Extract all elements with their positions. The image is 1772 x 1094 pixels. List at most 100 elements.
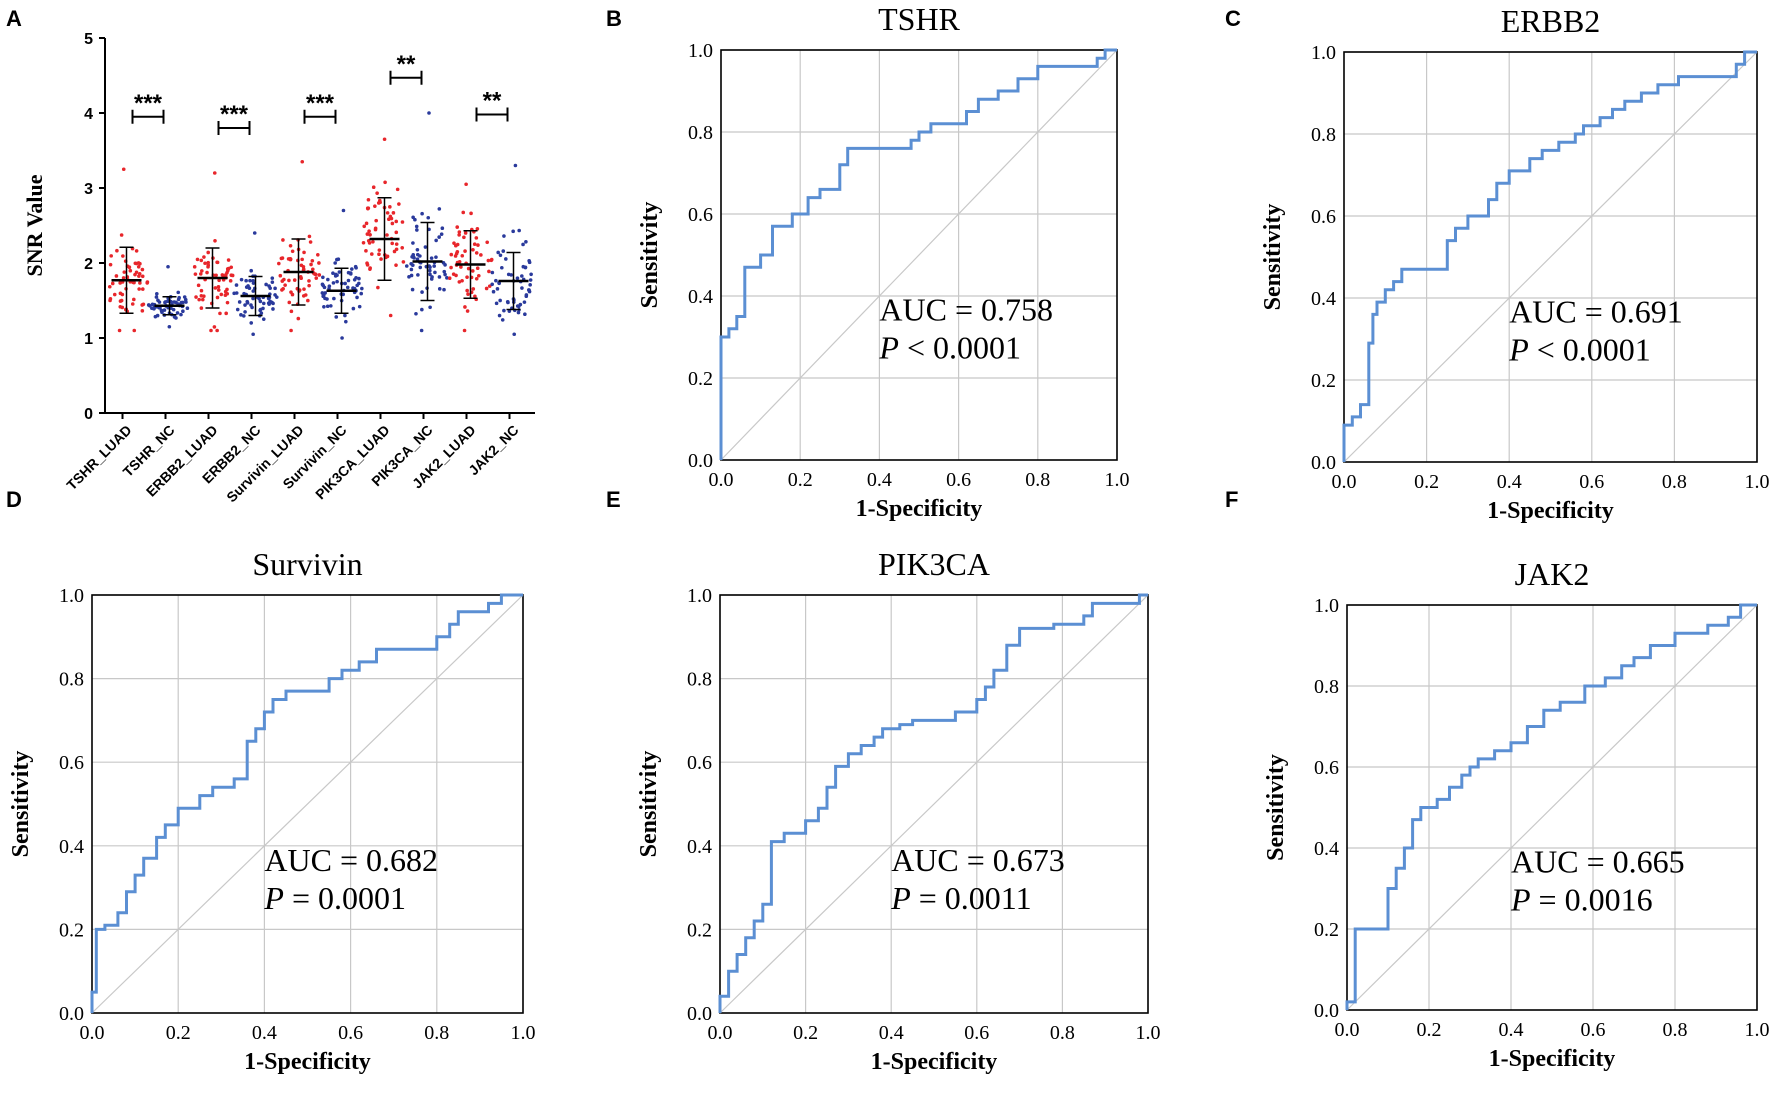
data-point	[490, 282, 494, 287]
data-point	[441, 261, 446, 265]
y-tick-label: 1.0	[59, 585, 84, 607]
data-point	[288, 257, 293, 261]
data-point	[457, 230, 462, 234]
data-point	[267, 302, 271, 306]
reference-diagonal	[719, 594, 1149, 1014]
reference-diagonal	[91, 594, 524, 1014]
data-point	[521, 264, 526, 269]
data-point	[368, 266, 372, 270]
data-point	[332, 296, 336, 301]
y-tick-label: 1.0	[687, 585, 712, 607]
data-point	[523, 312, 527, 317]
data-point	[475, 227, 480, 231]
data-point	[261, 306, 265, 311]
x-tick-label: 0.6	[1579, 471, 1604, 493]
data-point	[281, 238, 285, 242]
data-point	[138, 281, 142, 285]
reference-diagonal	[1343, 51, 1758, 463]
data-point	[437, 275, 442, 279]
data-point	[428, 305, 432, 310]
data-point	[474, 276, 479, 281]
data-point	[205, 270, 209, 275]
data-point	[476, 243, 480, 247]
data-point	[386, 217, 391, 222]
y-tick-label: 0.2	[1314, 919, 1339, 941]
data-point	[159, 308, 164, 313]
data-point	[388, 214, 393, 219]
data-point	[249, 268, 254, 273]
data-point	[239, 313, 243, 317]
auc-annotation: AUC = 0.673	[891, 842, 1065, 878]
y-tick-label: 0.6	[59, 752, 84, 774]
data-point	[428, 272, 432, 277]
x-tick-label: 0.8	[1050, 1022, 1075, 1044]
data-point	[252, 231, 257, 235]
data-point	[524, 294, 529, 299]
data-point	[130, 302, 135, 306]
y-tick-label: 0.0	[59, 1003, 84, 1025]
p-symbol: P	[1508, 332, 1529, 368]
data-point	[369, 252, 374, 256]
data-point	[289, 328, 293, 333]
plot-frame	[1346, 604, 1758, 1011]
data-point	[225, 270, 229, 275]
data-point	[411, 263, 415, 268]
panel-letter-D: D	[6, 487, 22, 512]
data-point	[362, 224, 367, 229]
plot-frame	[1343, 51, 1758, 463]
data-point	[474, 251, 479, 255]
data-point	[469, 211, 473, 216]
data-point	[316, 252, 320, 257]
data-point	[375, 191, 379, 195]
data-point	[278, 273, 283, 278]
x-tick-label: 0.0	[709, 469, 734, 491]
data-point	[283, 283, 287, 287]
data-point	[341, 208, 346, 213]
data-point	[466, 266, 471, 271]
y-tick-label: 4	[84, 106, 93, 123]
data-point	[415, 228, 419, 232]
data-point	[337, 270, 342, 274]
data-point	[213, 238, 217, 243]
data-point	[296, 316, 301, 321]
data-point	[409, 267, 414, 272]
data-point	[449, 265, 453, 270]
data-point	[322, 304, 326, 309]
data-point	[414, 311, 418, 316]
p-value-annotation: P < 0.0001	[878, 330, 1021, 366]
data-point	[340, 336, 344, 340]
data-point	[213, 286, 218, 290]
data-point	[325, 304, 330, 309]
data-point	[310, 259, 315, 263]
data-point	[184, 300, 188, 304]
x-tick-label: 0.0	[1335, 1019, 1360, 1041]
data-point	[172, 315, 177, 319]
data-point	[140, 274, 145, 279]
data-point	[121, 167, 126, 172]
data-point	[199, 294, 204, 298]
data-point	[394, 219, 399, 224]
data-point	[471, 247, 475, 252]
y-tick-label: 1.0	[1314, 595, 1339, 617]
panel-letter-E: E	[606, 487, 621, 512]
data-point	[162, 308, 167, 312]
data-point	[494, 278, 498, 283]
data-point	[418, 254, 422, 258]
data-point	[497, 281, 501, 286]
data-point	[457, 259, 462, 264]
data-point	[466, 292, 470, 296]
data-point	[333, 261, 337, 265]
x-tick-label: 0.0	[80, 1022, 105, 1044]
y-axis-label: Sensitivity	[1260, 204, 1286, 311]
data-point	[306, 298, 310, 303]
data-point	[270, 280, 275, 284]
data-point	[307, 279, 311, 283]
y-tick-label: 0.2	[688, 368, 713, 390]
data-point	[109, 254, 114, 258]
data-point	[517, 228, 521, 233]
sig-label: ***	[134, 90, 163, 117]
data-point	[112, 292, 117, 297]
data-point	[470, 269, 475, 273]
data-point	[464, 182, 468, 187]
data-point	[289, 309, 294, 314]
